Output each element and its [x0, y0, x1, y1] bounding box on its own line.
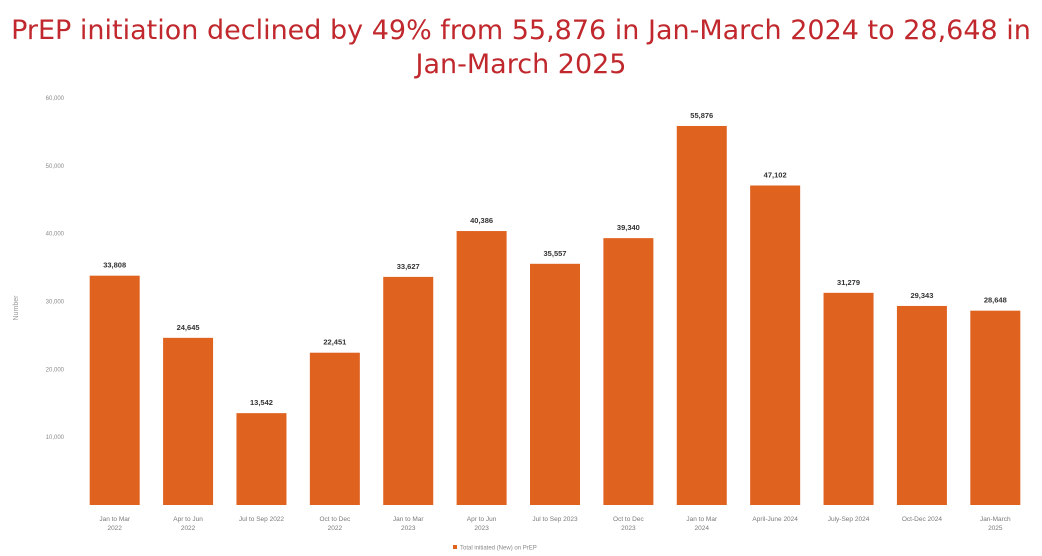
bar-data-label: 39,340	[617, 223, 640, 232]
bar-data-label: 33,808	[103, 261, 126, 270]
bar	[530, 263, 580, 505]
bar-data-label: 22,451	[323, 338, 346, 347]
data-label-group: 33,808 24,645 13,542 22,451 33,627 40,386 35,5…	[103, 111, 1007, 407]
bar	[896, 305, 947, 505]
bar	[456, 231, 507, 506]
legend-label: Total initiated (New) on PrEP	[460, 546, 537, 552]
x-tick-label: Jul to Sep 2022	[239, 516, 285, 523]
chart-title: PrEP initiation declined by 49% from 55,…	[11, 15, 1031, 80]
y-axis-ticks: 10,000 20,000 30,000 40,000 50,000 60,000	[46, 96, 65, 441]
x-tick-label: July-Sep 2024	[828, 516, 870, 523]
y-tick-label: 50,000	[46, 164, 65, 170]
y-tick-label: 60,000	[46, 96, 65, 102]
x-axis-labels: Jan to Mar 2022 Apr to Jun 2022 Jul to Sep 2…	[99, 516, 1011, 532]
bar	[603, 238, 654, 505]
bar	[236, 413, 287, 505]
x-tick-label: Apr to Jun 2022	[173, 516, 203, 532]
x-tick-label: Oct to Dec 2022	[319, 516, 350, 532]
x-tick-label: April-June 2024	[752, 516, 798, 523]
bar	[823, 292, 874, 505]
bar	[676, 125, 727, 506]
y-tick-label: 20,000	[46, 367, 65, 373]
x-tick-label: Jan to Mar 2024	[686, 516, 718, 532]
bar-data-label: 24,645	[177, 323, 200, 332]
x-tick-label: Jan to Mar 2022	[99, 516, 131, 532]
x-tick-label: Oct-Dec 2024	[902, 516, 942, 523]
legend-swatch	[453, 545, 457, 549]
bar-data-label: 47,102	[764, 170, 787, 179]
y-axis-title: Number	[13, 295, 20, 321]
bar-data-label: 29,343	[910, 291, 933, 300]
bar-data-label: 33,627	[397, 262, 420, 271]
x-tick-label: Apr to Jun 2023	[467, 516, 497, 532]
x-tick-label: Jan-March 2025	[980, 516, 1011, 532]
bar-data-label: 28,648	[984, 296, 1007, 305]
bar-group	[89, 125, 1021, 506]
bar	[970, 310, 1021, 505]
bar	[309, 352, 360, 505]
bar	[163, 337, 214, 505]
bar	[89, 275, 140, 505]
x-tick-label: Jul to Sep 2023	[532, 516, 578, 523]
bar-data-label: 13,542	[250, 398, 273, 407]
y-tick-label: 10,000	[46, 435, 65, 441]
bar	[750, 185, 801, 505]
y-tick-label: 30,000	[46, 300, 65, 306]
bar-data-label: 31,279	[837, 278, 860, 287]
bar	[383, 276, 434, 505]
bar-data-label: 35,557	[544, 249, 567, 258]
legend: Total initiated (New) on PrEP	[453, 545, 537, 552]
y-tick-label: 40,000	[46, 232, 65, 238]
x-tick-label: Oct to Dec 2023	[613, 516, 644, 532]
bar-data-label: 55,876	[690, 111, 713, 120]
bar-data-label: 40,386	[470, 216, 493, 225]
x-tick-label: Jan to Mar 2023	[393, 516, 425, 532]
